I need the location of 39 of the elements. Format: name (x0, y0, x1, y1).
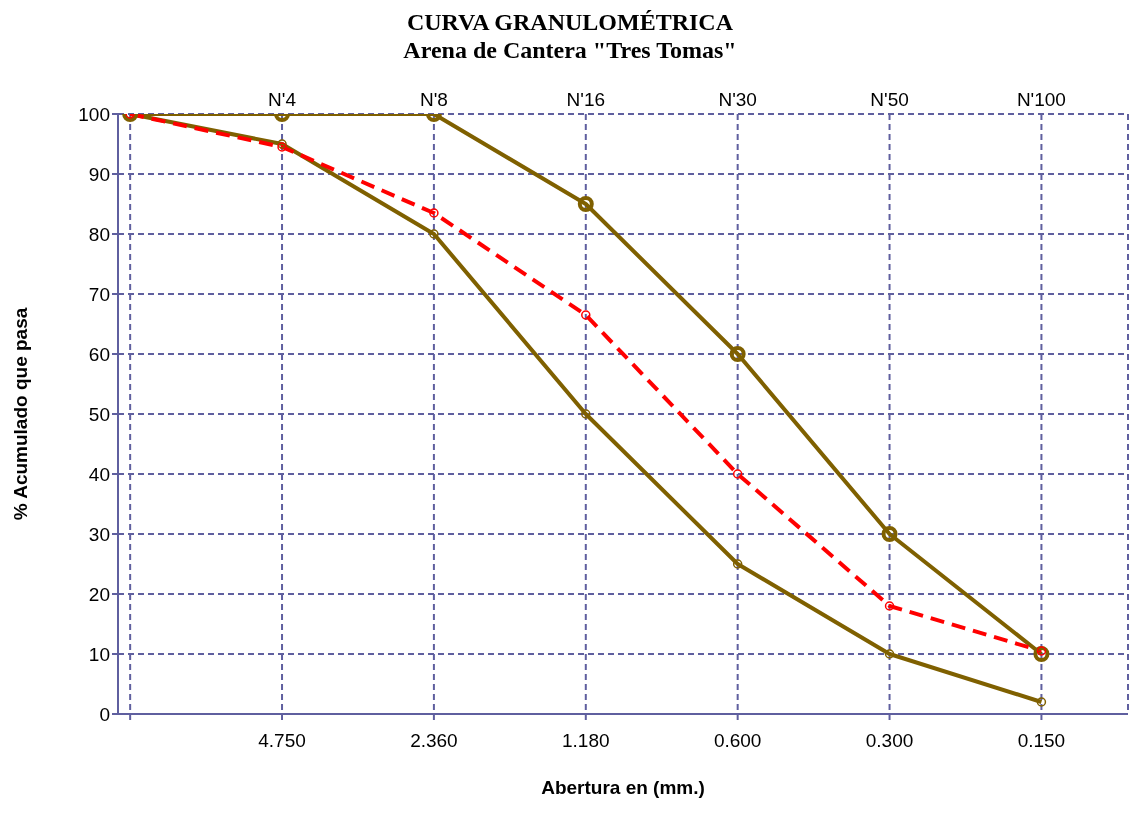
x-tick-label: 4.750 (258, 730, 306, 752)
text: N'8 (419, 89, 448, 110)
y-tick-label: 90 (88, 163, 110, 185)
point (732, 559, 743, 569)
x-tick-label: 1.180 (562, 730, 610, 752)
point (1036, 697, 1047, 707)
y-tick-label: 0 (99, 703, 110, 725)
x-tick-label: 0.600 (713, 730, 762, 752)
point (881, 526, 898, 542)
text: N'100 (1016, 89, 1066, 110)
y-tick-label: 10 (88, 643, 110, 665)
y-tick-label: 50 (88, 403, 110, 425)
y-tick-label: 70 (88, 283, 110, 305)
y-tick-label: 80 (88, 223, 110, 245)
point (577, 196, 594, 212)
chart-subtitle: Arena de Cantera "Tres Tomas" (402, 36, 738, 64)
x-axis-title: Abertura en (mm.) (541, 777, 705, 798)
y-tick-label: 20 (88, 583, 110, 605)
point (732, 469, 743, 479)
chart-title: CURVA GRANULOMÉTRICA (405, 8, 735, 36)
y-axis-title: % Acumulado que pasa (9, 307, 31, 521)
point (429, 229, 439, 239)
point (729, 346, 746, 362)
y-tick-label: 100 (78, 103, 110, 125)
point (429, 208, 439, 218)
x-tick-label: 2.360 (410, 730, 458, 752)
text: N'50 (870, 89, 909, 110)
point (581, 310, 591, 320)
point (884, 649, 895, 659)
point (884, 601, 895, 611)
text: N'4 (268, 89, 297, 110)
x-tick-label: 0.150 (1017, 730, 1066, 752)
y-tick-label: 60 (88, 343, 110, 365)
text: N'16 (566, 89, 606, 110)
text: N'30 (718, 89, 757, 110)
y-tick-label: 40 (88, 463, 110, 485)
y-tick-label: 30 (88, 523, 110, 545)
x-tick-label: 0.300 (865, 730, 914, 752)
point (581, 409, 591, 419)
